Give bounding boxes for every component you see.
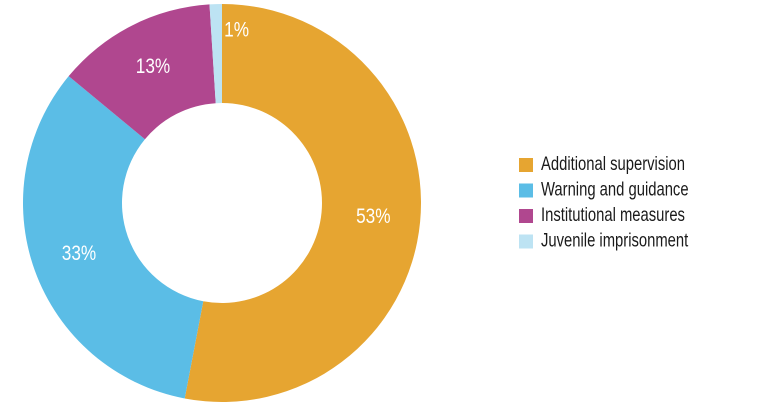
legend-swatch: [519, 158, 533, 172]
legend-swatch: [519, 183, 533, 198]
legend-swatch: [519, 234, 533, 249]
legend-swatch: [519, 209, 533, 223]
donut-slice: [68, 4, 216, 140]
slice-label: 33%: [62, 243, 96, 266]
legend-label: Institutional measures: [541, 204, 685, 225]
slice-label: 53%: [356, 205, 390, 228]
donut-slice: [209, 4, 222, 104]
slice-label: 13%: [136, 56, 170, 79]
donut-slice: [184, 4, 421, 402]
legend-label: Juvenile imprisonment: [541, 230, 688, 251]
legend-label: Additional supervision: [541, 153, 685, 174]
slice-label: 1%: [224, 19, 249, 42]
legend-label: Warning and guidance: [541, 179, 689, 200]
donut-slice: [22, 76, 204, 399]
